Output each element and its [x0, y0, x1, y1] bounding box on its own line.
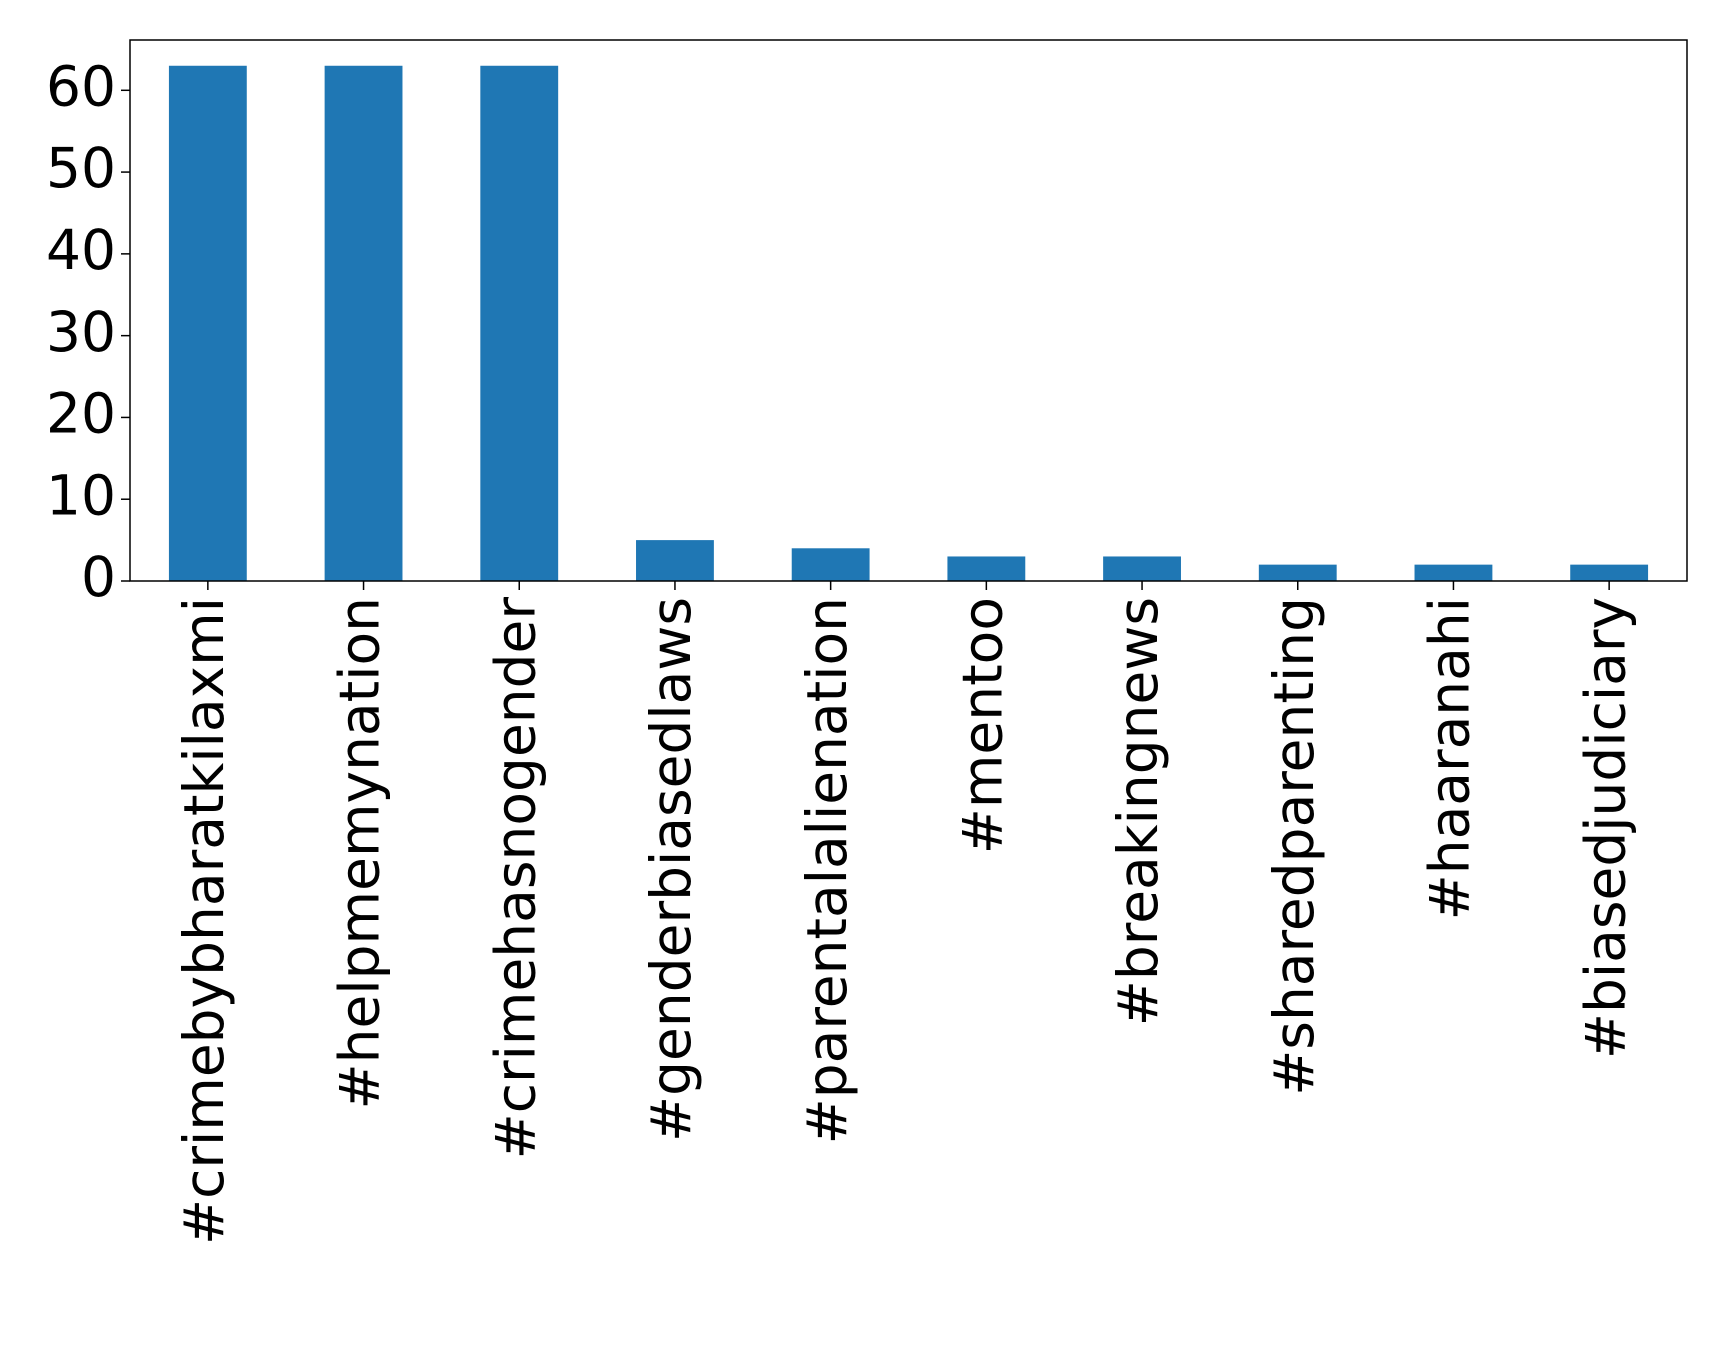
y-tick-label: 0	[81, 545, 116, 609]
x-tick-label: #haaranahi	[1418, 597, 1482, 920]
y-tick-label: 10	[46, 463, 116, 527]
bar	[480, 65, 559, 581]
x-tick-label: #sharedparenting	[1262, 597, 1326, 1096]
bar	[168, 65, 247, 581]
bar	[324, 65, 403, 581]
y-tick-label: 60	[46, 54, 116, 118]
bar	[636, 540, 714, 581]
bar	[1258, 564, 1337, 581]
x-tick-label: #biasedjudiciary	[1573, 597, 1637, 1059]
x-tick-label: #genderbiasedlaws	[639, 597, 703, 1142]
plot-frame	[129, 39, 1688, 582]
y-tick-label: 50	[46, 136, 116, 200]
bar	[1414, 564, 1493, 581]
x-tick-label: #crimehasnogender	[483, 597, 547, 1160]
x-tick-label: #helpmemynation	[328, 597, 392, 1109]
y-tick-label: 30	[46, 300, 116, 364]
x-tick-label: #parentalalienation	[795, 597, 859, 1144]
bar	[1103, 556, 1181, 581]
x-tick-label: #mentoo	[950, 597, 1014, 854]
y-tick-label: 40	[46, 218, 116, 282]
y-tick-label: 20	[46, 382, 116, 446]
x-tick-label: #crimebybharatkilaxmi	[172, 597, 236, 1245]
bar	[947, 556, 1026, 581]
bar	[791, 548, 870, 581]
bar	[1570, 564, 1649, 581]
x-tick-label: #breakingnews	[1106, 597, 1170, 1026]
